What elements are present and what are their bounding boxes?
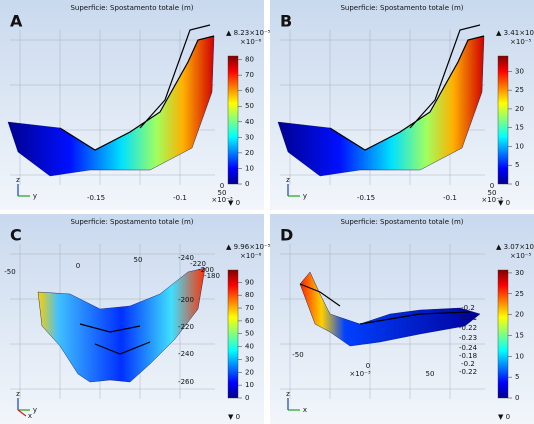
colorbar <box>228 56 238 184</box>
triad-label: z <box>16 390 20 398</box>
colorbar-tick-label: 80 <box>245 56 254 64</box>
colorbar-min: ▼ 0 <box>228 413 240 421</box>
colorbar-tick-label: 25 <box>515 86 524 94</box>
axis-label: -0.24 <box>459 344 478 352</box>
panel-title: Superficie: Spostamento totale (m) <box>70 4 193 12</box>
axis-label: -0.15 <box>87 194 105 202</box>
colorbar-min: ▼ 0 <box>498 413 510 421</box>
colorbar-multiplier: ×10⁻⁵ <box>510 38 531 46</box>
colorbar-tick-label: 30 <box>515 269 524 277</box>
triad-label: y <box>33 192 37 200</box>
axis-label: -260 <box>178 378 194 386</box>
axis-label: -0.18 <box>459 352 477 360</box>
colorbar-tick-label: 20 <box>515 105 524 113</box>
colorbar-tick-label: 70 <box>245 304 254 312</box>
panel: Superficie: Spostamento totale (m) B ▲ 3.4… <box>270 0 534 210</box>
colorbar-tick-label: 10 <box>515 142 524 150</box>
colorbar-tick-label: 0 <box>515 180 519 188</box>
axis-label: 50 <box>134 256 143 264</box>
colorbar-tick-label: 20 <box>515 311 524 319</box>
axis-label: 0 <box>76 262 80 270</box>
axis-label: -50 <box>4 268 15 276</box>
colorbar-max: ▲ 3.41×10⁻⁴ <box>496 29 534 37</box>
colorbar-max: ▲ 9.96×10⁻⁵ <box>226 243 271 251</box>
panel-title: Superficie: Spostamento totale (m) <box>340 218 463 226</box>
triad-label: y <box>303 192 307 200</box>
axis-label: 50 <box>426 370 435 378</box>
colorbar-tick-label: 60 <box>245 317 254 325</box>
panel-title: Superficie: Spostamento totale (m) <box>70 218 193 226</box>
panel-label: D <box>280 226 293 245</box>
colorbar-tick-label: 20 <box>245 368 254 376</box>
axis-label: -220 <box>178 323 194 331</box>
colorbar-max: ▲ 3.07×10⁻⁴ <box>496 243 534 251</box>
axis-label: -0.22 <box>459 324 477 332</box>
axis-label: -180 <box>204 272 220 280</box>
colorbar-tick-label: 90 <box>245 278 254 286</box>
colorbar-tick-label: 50 <box>245 330 254 338</box>
panel-label: B <box>280 12 292 31</box>
figure: Superficie: Spostamento totale (m) A ▲ 8.2… <box>0 0 534 424</box>
colorbar-tick-label: 30 <box>515 67 524 75</box>
axis-label: ×10⁻³ <box>349 370 370 378</box>
colorbar-multiplier: ×10⁻⁶ <box>240 38 261 46</box>
colorbar-tick-label: 5 <box>515 373 519 381</box>
panel-background <box>270 0 534 210</box>
axis-label: -0.1 <box>173 194 187 202</box>
colorbar-tick-label: 30 <box>245 133 254 141</box>
colorbar-tick-label: 15 <box>515 124 524 132</box>
axis-label: -0.15 <box>357 194 375 202</box>
triad-label: x <box>28 412 32 420</box>
triad-label: z <box>286 176 290 184</box>
panel: Superficie: Spostamento totale (m) A ▲ 8.2… <box>0 0 271 210</box>
colorbar-tick-label: 20 <box>245 149 254 157</box>
colorbar-max: ▲ 8.23×10⁻⁵ <box>226 29 271 37</box>
colorbar-tick-label: 0 <box>515 394 519 402</box>
axis-label: 0 <box>366 362 370 370</box>
axis-label: ×10⁻³ <box>211 196 232 204</box>
colorbar-tick-label: 15 <box>515 331 524 339</box>
axis-label: -240 <box>178 350 194 358</box>
colorbar-multiplier: ×10⁻⁵ <box>510 252 531 260</box>
panel-label: C <box>10 226 22 245</box>
colorbar-tick-label: 60 <box>245 87 254 95</box>
triad-label: z <box>286 390 290 398</box>
axis-label: -0.22 <box>459 368 477 376</box>
colorbar-tick-label: 50 <box>245 102 254 110</box>
axis-label: -0.1 <box>443 194 457 202</box>
colorbar-tick-label: 40 <box>245 343 254 351</box>
panel-title: Superficie: Spostamento totale (m) <box>340 4 463 12</box>
axis-label: -0.2 <box>461 360 475 368</box>
colorbar-tick-label: 70 <box>245 71 254 79</box>
colorbar <box>228 270 238 398</box>
colorbar-tick-label: 10 <box>245 381 254 389</box>
panel-label: A <box>10 12 23 31</box>
colorbar <box>498 270 508 398</box>
panel: Superficie: Spostamento totale (m) C ▲ 9.9… <box>0 214 271 424</box>
colorbar-tick-label: 30 <box>245 355 254 363</box>
colorbar-tick-label: 10 <box>515 352 524 360</box>
colorbar-tick-label: 5 <box>515 161 519 169</box>
triad-label: z <box>16 176 20 184</box>
axis-label: -0.23 <box>459 334 477 342</box>
axis-label: -200 <box>178 296 194 304</box>
axis-label: ×10⁻³ <box>481 196 502 204</box>
colorbar-tick-label: 80 <box>245 291 254 299</box>
colorbar-tick-label: 0 <box>245 180 249 188</box>
axis-label: -0.21 <box>459 314 477 322</box>
colorbar-tick-label: 10 <box>245 164 254 172</box>
colorbar-tick-label: 0 <box>245 394 249 402</box>
axis-label: -0.2 <box>461 304 475 312</box>
colorbar-tick-label: 40 <box>245 118 254 126</box>
colorbar <box>498 56 508 184</box>
axis-label: -50 <box>292 351 303 359</box>
panel: Superficie: Spostamento totale (m) D ▲ 3.0… <box>270 214 534 424</box>
colorbar-tick-label: 25 <box>515 290 524 298</box>
triad-label: x <box>303 406 307 414</box>
panel-background <box>0 0 264 210</box>
triad-label: y <box>33 406 37 414</box>
colorbar-multiplier: ×10⁻⁶ <box>240 252 261 260</box>
